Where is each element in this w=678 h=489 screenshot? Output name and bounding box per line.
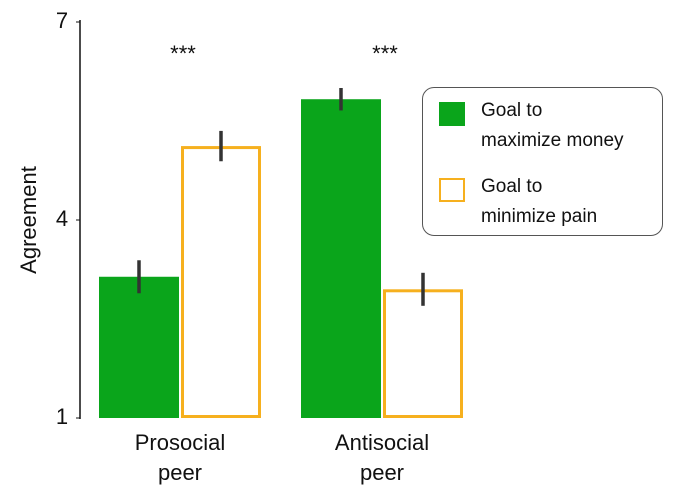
legend-swatch <box>439 178 465 202</box>
x-tick-label: Prosocial peer <box>134 430 226 485</box>
legend-swatch <box>439 102 465 126</box>
y-axis-label: Agreement <box>16 166 41 274</box>
x-tick-label: Antisocial peer <box>334 430 430 485</box>
y-tick-label: 7 <box>56 8 68 33</box>
legend-item: Goal to minimize pain <box>439 172 597 232</box>
legend-item: Goal to maximize money <box>439 96 624 156</box>
annotation: *** <box>372 41 398 66</box>
bar <box>301 99 381 418</box>
y-tick-label: 4 <box>56 206 68 231</box>
legend-label: Goal to minimize pain <box>481 176 598 227</box>
annotation: *** <box>170 41 196 66</box>
legend-label: Goal to maximize money <box>481 100 624 151</box>
bar <box>99 276 179 418</box>
legend: Goal to maximize money Goal to minimize p… <box>422 87 663 236</box>
y-tick-label: 1 <box>56 404 68 429</box>
bar <box>383 289 463 418</box>
bar <box>181 146 261 419</box>
